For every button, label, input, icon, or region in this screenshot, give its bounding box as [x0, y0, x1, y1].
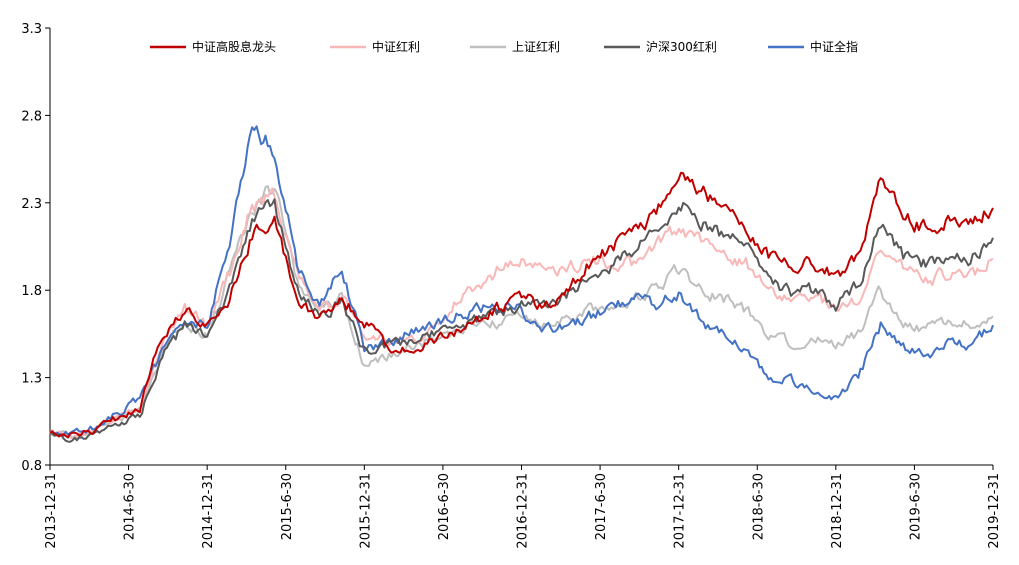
- legend-label: 中证红利: [372, 39, 420, 54]
- legend-label: 沪深300红利: [646, 39, 717, 54]
- y-tick-label: 3.3: [21, 22, 42, 37]
- legend: 中证高股息龙头 中证红利 上证红利 沪深300红利 中证全指: [150, 39, 858, 54]
- x-tick-label: 2018-12-31: [830, 473, 845, 549]
- y-tick-label: 0.8: [21, 459, 42, 474]
- x-tick-label: 2014-12-31: [201, 473, 216, 549]
- y-tick-label: 1.8: [21, 284, 42, 299]
- series-layer: [49, 125, 994, 443]
- x-tick-label: 2016-6-30: [437, 473, 452, 540]
- legend-label: 中证全指: [810, 39, 858, 54]
- y-tick-label: 1.3: [21, 372, 42, 387]
- x-axis: 2013-12-31 2014-6-30 2014-12-31 2015-6-30 20…: [44, 464, 1002, 549]
- x-tick-label: 2018-6-30: [751, 473, 766, 540]
- y-axis: 0.8 1.3 1.8 2.3 2.8 3.3: [21, 22, 51, 474]
- series-line: [49, 198, 994, 443]
- x-tick-label: 2019-6-30: [908, 473, 923, 540]
- series-line: [49, 171, 994, 439]
- x-tick-label: 2013-12-31: [44, 473, 59, 549]
- x-tick-label: 2017-6-30: [594, 473, 609, 540]
- x-tick-label: 2014-6-30: [123, 473, 138, 540]
- x-tick-label: 2016-12-31: [516, 473, 531, 549]
- x-tick-label: 2015-12-31: [358, 473, 373, 549]
- y-tick-label: 2.3: [21, 197, 42, 212]
- legend-label: 中证高股息龙头: [192, 39, 276, 54]
- series-line: [49, 125, 994, 437]
- x-tick-label: 2019-12-31: [987, 473, 1002, 549]
- legend-label: 上证红利: [512, 39, 560, 54]
- x-tick-label: 2017-12-31: [673, 473, 688, 549]
- x-tick-label: 2015-6-30: [280, 473, 295, 540]
- y-tick-label: 2.8: [21, 109, 42, 124]
